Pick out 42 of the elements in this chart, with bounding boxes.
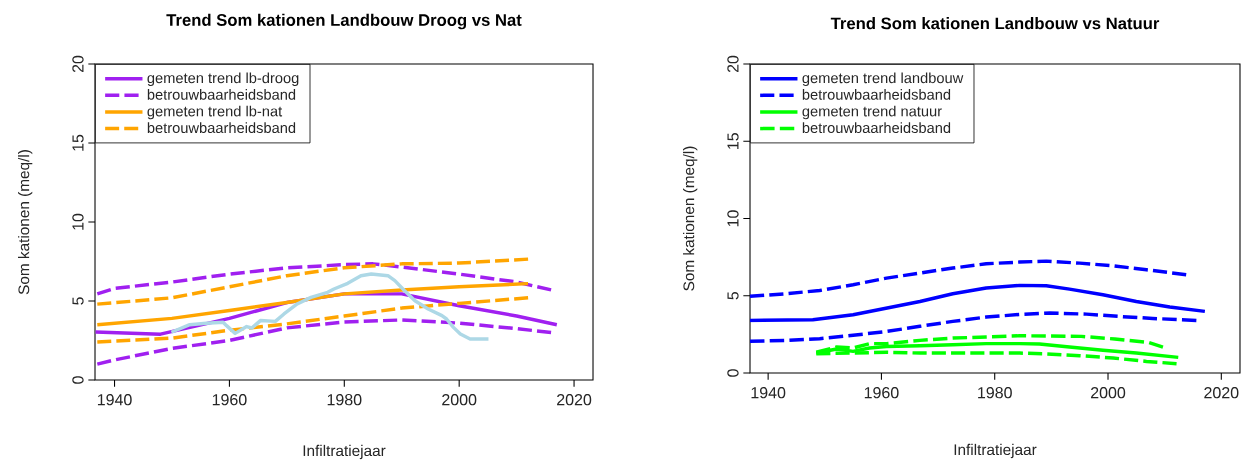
y-tick-label: 20 [727,55,739,73]
line-series [95,257,530,307]
x-tick-label: 1960 [864,387,899,399]
legend-label: gemeten trend lb-nat [147,105,283,120]
y-tick-label: 0 [72,376,84,385]
x-tick-label: 2020 [1204,387,1239,399]
x-tick-label: 2000 [1091,387,1126,399]
line-series [750,259,1188,299]
y-tick-label: 5 [727,292,739,300]
x-tick-label: 1980 [327,394,362,406]
line-series [95,282,530,327]
legend-label: betrouwbaarheidsband [147,89,296,100]
y-tick-label: 15 [727,133,739,150]
y-tick-label: 10 [727,210,739,227]
line-series [95,262,553,296]
legend-label: betrouwbaarheidsband [802,89,951,100]
legend-label: betrouwbaarheidsband [147,122,296,134]
x-tick-label: 1940 [751,387,786,399]
x-tick-label: 2020 [557,394,592,406]
chart-title: Trend Som kationen Landbouw Droog vs Nat [166,13,522,30]
y-tick-label: 15 [72,134,84,151]
line-series [95,318,553,367]
y-tick-label: 5 [72,297,84,305]
y-tick-label: 10 [72,213,84,230]
y-axis-title: Som kationen (meq/l) [18,150,33,295]
line-series [169,272,491,342]
line-series [750,311,1199,344]
y-tick-label: 0 [727,369,739,378]
x-tick-label: 1940 [97,394,132,406]
x-tick-label: 1980 [978,387,1012,399]
line-series [95,296,530,345]
y-axis-title: Som kationen (meq/l) [683,146,698,291]
x-axis-title: Infiltratiejaar [303,445,386,460]
chart-title: Trend Som kationen Landbouw vs Natuur [830,17,1160,30]
legend-label: gemeten trend landbouw [802,72,964,87]
legend-label: gemeten trend lb-droog [147,72,299,87]
legend-label: betrouwbaarheidsband [802,122,951,134]
x-tick-label: 2000 [442,394,477,406]
x-tick-label: 1960 [212,394,247,406]
legend-label: gemeten trend natuur [802,105,942,120]
y-tick-label: 20 [72,55,84,73]
x-axis-title: Infiltratiejaar [954,444,1037,459]
